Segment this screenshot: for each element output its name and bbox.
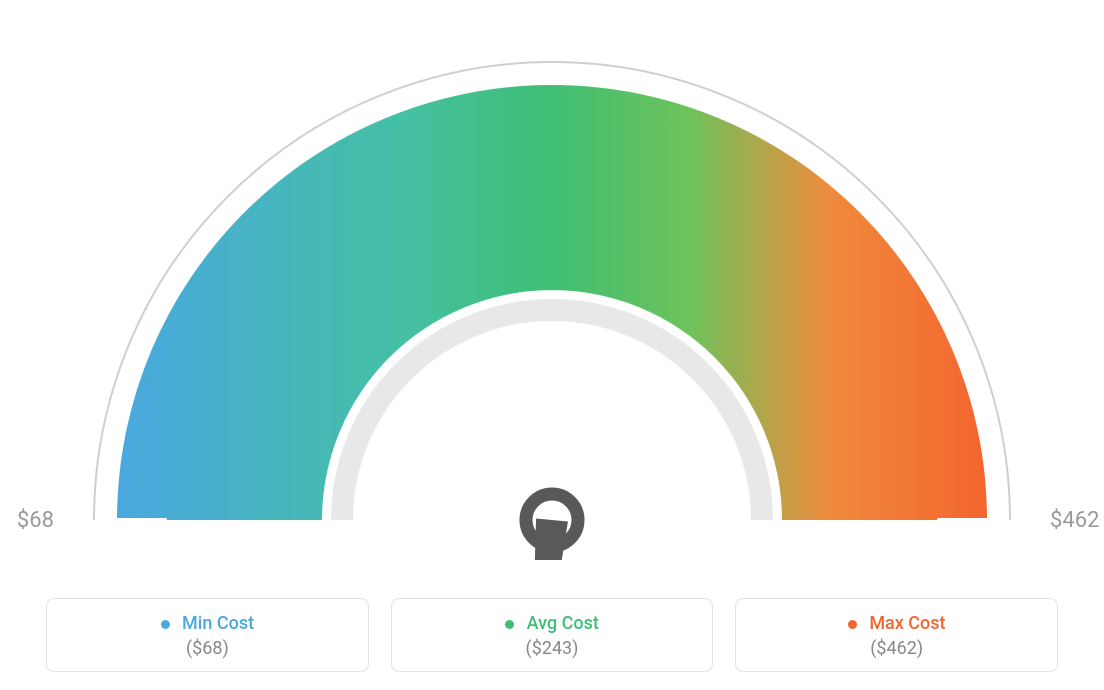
svg-text:$462: $462 <box>1050 508 1099 533</box>
gauge-svg: $68$112$156$243$316$389$462 <box>0 0 1104 560</box>
legend-avg-value: ($243) <box>402 638 703 659</box>
dot-icon <box>505 620 514 629</box>
svg-text:$68: $68 <box>17 508 54 533</box>
cost-gauge: $68$112$156$243$316$389$462 <box>0 0 1104 560</box>
legend-card-avg: Avg Cost ($243) <box>391 598 714 672</box>
legend-min-label: Min Cost <box>182 613 254 634</box>
legend-row: Min Cost ($68) Avg Cost ($243) Max Cost … <box>0 598 1104 672</box>
legend-max-label: Max Cost <box>869 613 945 634</box>
legend-min-value: ($68) <box>57 638 358 659</box>
legend-avg-title: Avg Cost <box>402 613 703 634</box>
legend-avg-label: Avg Cost <box>527 613 599 634</box>
dot-icon <box>848 620 857 629</box>
dot-icon <box>161 620 170 629</box>
legend-max-value: ($462) <box>746 638 1047 659</box>
legend-card-max: Max Cost ($462) <box>735 598 1058 672</box>
legend-card-min: Min Cost ($68) <box>46 598 369 672</box>
legend-min-title: Min Cost <box>57 613 358 634</box>
legend-max-title: Max Cost <box>746 613 1047 634</box>
